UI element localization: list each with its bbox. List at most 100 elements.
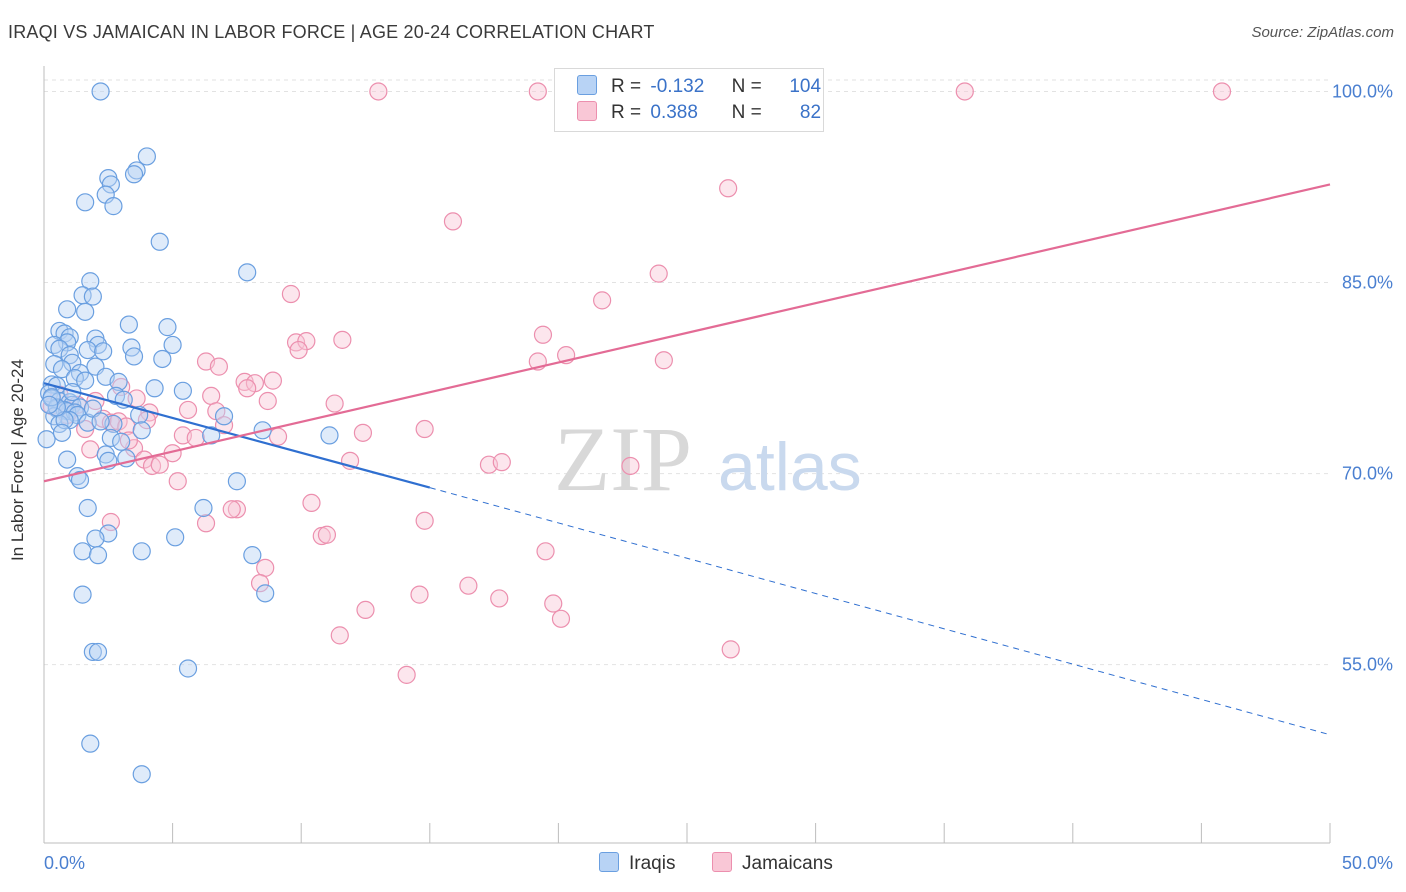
- iraqi-point: [101, 428, 120, 448]
- iraqi-point: [119, 315, 138, 334]
- jamaican-point: [1212, 82, 1232, 101]
- jamaican-point: [227, 500, 246, 519]
- iraqis-label: Iraqis: [629, 853, 676, 874]
- x-tick-label: 0.0%: [44, 853, 85, 873]
- iraqi-point: [238, 263, 257, 282]
- iraqi-point: [76, 193, 95, 212]
- iraqi-point: [166, 528, 185, 547]
- iraqi-point: [112, 432, 131, 451]
- y-tick-label: 55.0%: [1342, 655, 1393, 675]
- jamaican-point: [544, 594, 563, 613]
- iraqi-point: [109, 372, 128, 391]
- iraqi-point: [52, 360, 72, 379]
- jamaican-point: [81, 440, 100, 459]
- jamaican-point: [536, 542, 555, 561]
- iraqi-point: [37, 430, 56, 449]
- jamaican-point: [178, 400, 198, 420]
- iraqi-point: [214, 407, 234, 426]
- legend-row-jamaicans: R = 0.388 N = 82: [577, 101, 821, 127]
- iraqi-point: [178, 659, 198, 678]
- jamaican-point: [150, 455, 169, 474]
- iraqi-point: [227, 472, 246, 491]
- jamaican-point: [238, 379, 257, 398]
- jamaican-point: [196, 514, 216, 533]
- legend-n-label: N =: [731, 76, 762, 97]
- jamaican-point: [492, 453, 511, 472]
- jamaican-point: [721, 640, 740, 659]
- iraqi-point: [81, 272, 100, 291]
- legend-r-label: R =: [611, 102, 642, 123]
- iraqi-point: [60, 328, 79, 347]
- iraqi-point: [70, 470, 90, 490]
- jamaican-point: [168, 472, 187, 491]
- source-label: Source: ZipAtlas.com: [1251, 24, 1394, 41]
- legend-item-iraqis[interactable]: Iraqis: [599, 852, 675, 875]
- iraqi-point: [78, 340, 97, 360]
- iraqi-point: [101, 175, 120, 194]
- iraqi-point: [40, 395, 59, 414]
- jamaican-point: [101, 512, 120, 532]
- watermark: ZIP atlas: [554, 408, 862, 510]
- y-tick-label: 70.0%: [1342, 464, 1393, 484]
- jamaican-point: [302, 493, 321, 513]
- iraqi-point: [158, 318, 177, 337]
- jamaicans-trend-line: [43, 183, 1331, 483]
- legend-r-label: R =: [611, 76, 642, 97]
- jamaican-point: [263, 371, 283, 390]
- jamaican-point: [333, 330, 352, 349]
- jamaican-point: [330, 626, 349, 645]
- legend-n-value: 104: [789, 76, 822, 97]
- iraqi-point: [124, 165, 144, 184]
- iraqi-point: [132, 765, 151, 784]
- jamaican-point: [353, 423, 373, 442]
- legend-item-jamaicans[interactable]: Jamaicans: [712, 852, 833, 875]
- jamaican-point: [142, 456, 162, 476]
- iraqi-point: [88, 642, 108, 662]
- iraqi-point: [145, 379, 164, 398]
- jamaican-point: [369, 82, 388, 101]
- jamaican-point: [955, 82, 974, 101]
- jamaican-point: [209, 357, 228, 376]
- jamaicans-swatch: [712, 852, 732, 872]
- y-tick-labels: 55.0% 70.0% 85.0% 100.0%: [1332, 81, 1393, 674]
- jamaican-point: [528, 82, 547, 101]
- jamaican-point: [397, 665, 416, 684]
- legend-swatch-blue: [577, 75, 597, 95]
- jamaican-point: [654, 351, 673, 370]
- iraqi-point: [91, 412, 110, 431]
- jamaican-point: [719, 179, 738, 198]
- iraqi-point: [78, 498, 97, 518]
- iraqi-point: [173, 381, 192, 400]
- iraqi-point: [91, 82, 110, 101]
- iraqi-point: [58, 450, 77, 469]
- iraqi-point: [76, 302, 95, 321]
- iraqi-point: [52, 423, 72, 442]
- iraqi-point: [124, 347, 144, 366]
- jamaican-point: [317, 525, 337, 544]
- jamaican-point: [119, 431, 138, 450]
- iraqi-point: [194, 498, 213, 518]
- legend-row-iraqis: R = -0.132 N = 104: [577, 75, 821, 101]
- iraqi-point: [58, 300, 77, 319]
- x-tick-label: 50.0%: [1342, 853, 1393, 873]
- iraqi-point: [137, 147, 156, 166]
- jamaicans-points: [42, 82, 1232, 684]
- legend-r-value: 0.388: [650, 102, 698, 123]
- iraqis-points: [37, 82, 339, 784]
- jamaican-point: [410, 585, 429, 604]
- jamaican-point: [325, 394, 344, 413]
- jamaican-point: [415, 511, 434, 530]
- y-tick-label: 100.0%: [1332, 81, 1393, 101]
- iraqi-point: [88, 546, 108, 565]
- jamaican-point: [256, 558, 275, 577]
- iraqi-point: [73, 542, 92, 561]
- jamaican-point: [551, 609, 571, 628]
- stats-legend: R = -0.132 N = 104 R = 0.388 N = 82: [554, 68, 824, 132]
- jamaican-point: [459, 576, 478, 595]
- x-tick-labels: 0.0% 50.0%: [44, 853, 1393, 873]
- iraqis-swatch: [599, 852, 619, 872]
- jamaican-point: [533, 325, 553, 344]
- jamaican-point: [258, 391, 277, 411]
- iraqi-point: [83, 642, 102, 662]
